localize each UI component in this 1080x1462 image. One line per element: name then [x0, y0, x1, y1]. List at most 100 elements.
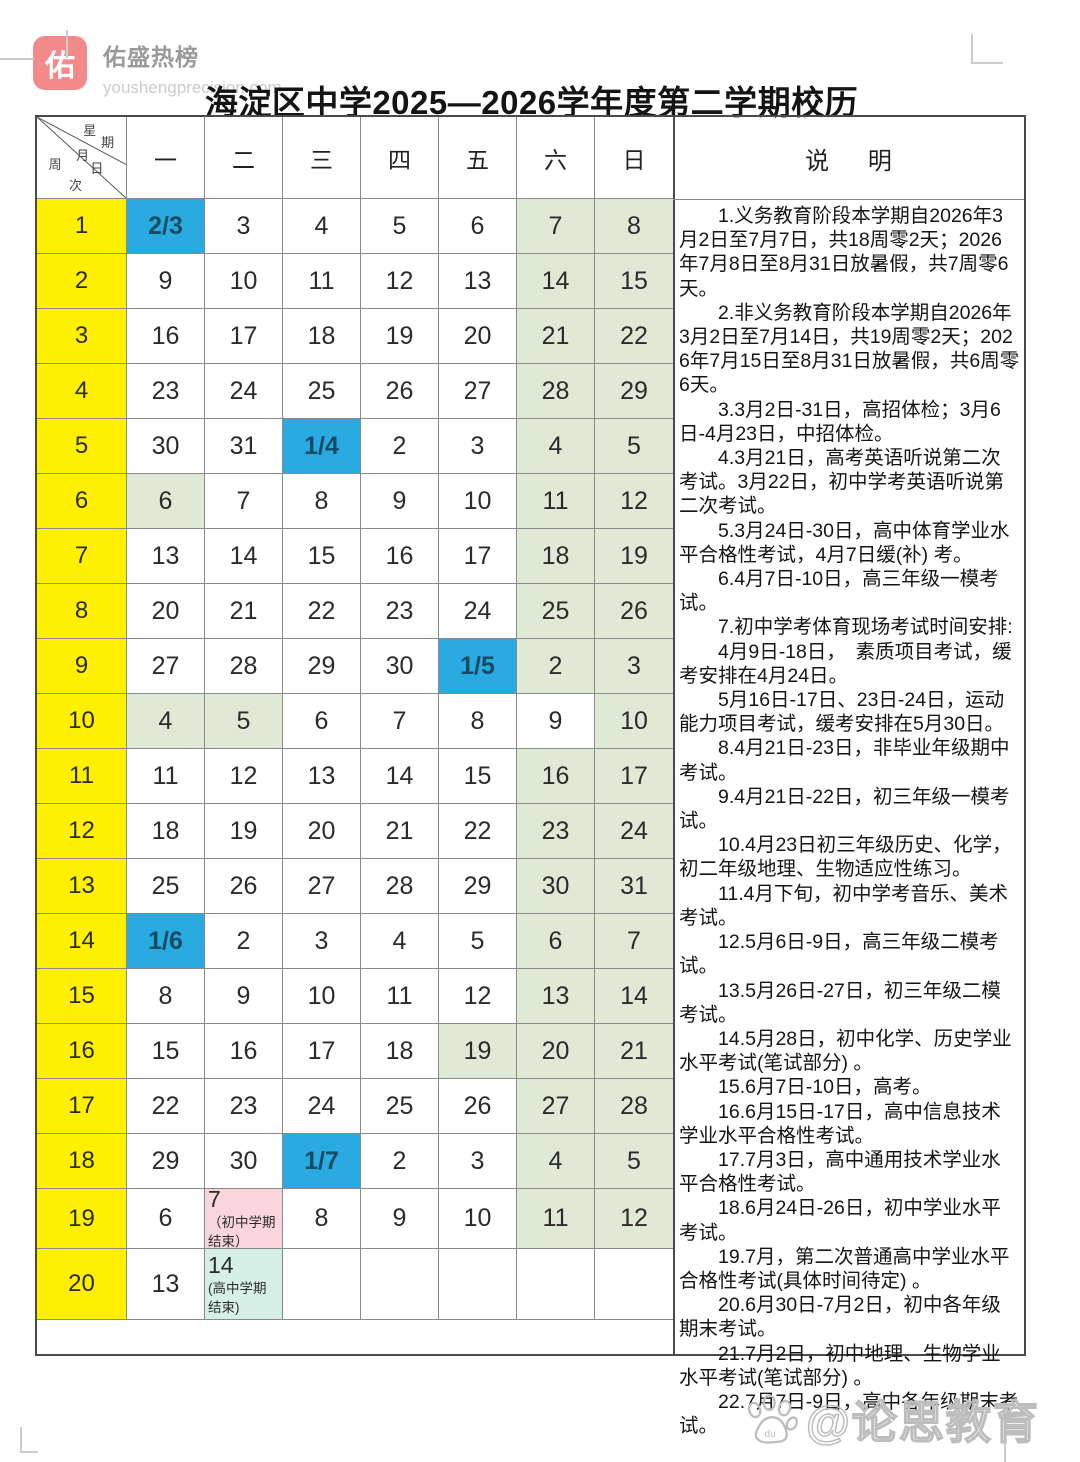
day-number: 26 — [385, 376, 414, 405]
note-item: 4.3月21日，高考英语听说第二次考试。3月22日，初中学考英语听说第二次考试。 — [679, 447, 1005, 518]
day-number: 13 — [307, 761, 336, 790]
day-cell: 9 — [205, 969, 283, 1024]
day-number: 2 — [236, 926, 251, 955]
week-number-cell: 20 — [37, 1249, 127, 1320]
day-number: 28 — [620, 1091, 648, 1120]
day-header-cell: 一 — [127, 117, 205, 199]
day-number: 5 — [392, 211, 407, 240]
day-cell — [517, 1249, 595, 1320]
day-cell: 5 — [595, 1134, 673, 1189]
brand-watermark: 佑 佑盛热榜 youshengprecision.com — [33, 36, 282, 98]
day-number: 5 — [627, 431, 641, 460]
day-cell: 2 — [517, 639, 595, 694]
day-number: 9 — [548, 706, 563, 735]
day-cell: 17 — [205, 309, 283, 364]
social-handle: @论思教育 — [805, 1396, 1040, 1449]
day-cell: 3 — [283, 914, 361, 969]
day-number: 27 — [307, 871, 336, 900]
day-cell: 5 — [439, 914, 517, 969]
day-number: 10 — [229, 266, 258, 295]
day-cell: 16 — [205, 1024, 283, 1079]
corner-label-weekno: 次 — [69, 178, 83, 194]
day-cell: 6 — [517, 914, 595, 969]
day-number: 13 — [541, 981, 570, 1010]
day-number: 23 — [385, 596, 414, 625]
day-cell: 23 — [205, 1079, 283, 1134]
corner-label-weekday: 星 — [83, 123, 97, 139]
day-cell: 2 — [205, 914, 283, 969]
day-number: 19 — [385, 321, 414, 350]
day-cell: 5 — [595, 419, 673, 474]
week-number-cell: 3 — [37, 309, 127, 364]
day-number: 6 — [470, 211, 485, 240]
day-number: 6 — [158, 1204, 173, 1232]
day-number: 4 — [158, 706, 173, 735]
day-number: 14 — [620, 981, 648, 1010]
day-number: 5 — [627, 1146, 641, 1175]
day-number: 14 — [229, 541, 258, 570]
day-number: 28 — [541, 376, 570, 405]
day-number: 20 — [307, 816, 336, 845]
day-cell: 6 — [439, 199, 517, 254]
day-cell: 25 — [127, 859, 205, 914]
day-cell: 13 — [517, 969, 595, 1024]
day-number: 15 — [620, 266, 648, 295]
day-cell: 2 — [361, 419, 439, 474]
note-item: 9.4月21日-22日，初三年级一模考试。 — [679, 785, 1010, 833]
day-cell: 9 — [127, 254, 205, 309]
brand-url-watermark: youshengprecision.com — [103, 78, 282, 97]
day-number: 10 — [463, 486, 492, 515]
day-cell: 29 — [283, 639, 361, 694]
day-number: 18 — [541, 541, 570, 570]
day-annotation: （初中学期结束） — [208, 1215, 276, 1249]
week-number-cell: 18 — [37, 1134, 127, 1189]
day-cell: 30 — [205, 1134, 283, 1189]
crop-mark — [66, 30, 68, 58]
day-cell: 18 — [127, 804, 205, 859]
day-number: 29 — [620, 376, 648, 405]
day-cell: 24 — [205, 364, 283, 419]
day-cell: 24 — [439, 584, 517, 639]
note-item: 19.7月，第二次普通高中学业水平合格性考试(具体时间待定) 。 — [679, 1245, 1010, 1292]
week-number-cell: 1 — [37, 199, 127, 254]
day-number: 8 — [627, 211, 641, 240]
day-number: 6 — [158, 486, 173, 515]
day-number: 19 — [229, 816, 258, 845]
day-number: 12 — [620, 1204, 648, 1232]
day-cell: 10 — [283, 969, 361, 1024]
day-number: 24 — [229, 376, 258, 405]
day-cell — [361, 1249, 439, 1320]
note-item: 13.5月26日-27日，初三年级二模考试。 — [679, 979, 1001, 1026]
day-number: 8 — [314, 486, 329, 515]
week-number-cell: 9 — [37, 639, 127, 694]
day-cell: 1/5 — [439, 639, 517, 694]
day-cell: 8 — [283, 1189, 361, 1249]
day-number: 4 — [314, 211, 329, 240]
week-number-cell: 11 — [37, 749, 127, 804]
day-cell: 12 — [439, 969, 517, 1024]
day-number: 22 — [151, 1091, 180, 1120]
day-cell: 23 — [127, 364, 205, 419]
day-number: 25 — [385, 1091, 414, 1120]
note-item: 3.3月2日-31日，高招体检；3月6日-4月23日，中招体检。 — [679, 398, 1001, 445]
note-item: 15.6月7日-10日，高考。 — [718, 1076, 932, 1099]
day-number: 4 — [548, 1146, 563, 1175]
note-item: 7.初中学考体育现场考试时间安排: — [718, 616, 1013, 639]
day-cell: 22 — [439, 804, 517, 859]
week-number-cell: 13 — [37, 859, 127, 914]
day-number: 16 — [229, 1036, 258, 1065]
day-number: 3 — [627, 651, 641, 680]
day-number: 24 — [307, 1091, 336, 1120]
day-number: 22 — [307, 596, 336, 625]
note-item: 21.7月2日，初中地理、生物学业水平考试(笔试部分) 。 — [679, 1342, 1001, 1389]
crop-mark — [971, 62, 1003, 64]
day-cell: 16 — [517, 749, 595, 804]
day-cell: 4 — [127, 694, 205, 749]
day-cell: 29 — [595, 364, 673, 419]
day-number: 21 — [541, 321, 570, 350]
day-cell: 4 — [361, 914, 439, 969]
day-cell: 4 — [283, 199, 361, 254]
day-number: 20 — [541, 1036, 570, 1065]
day-cell: 21 — [361, 804, 439, 859]
day-number: 10 — [307, 981, 336, 1010]
